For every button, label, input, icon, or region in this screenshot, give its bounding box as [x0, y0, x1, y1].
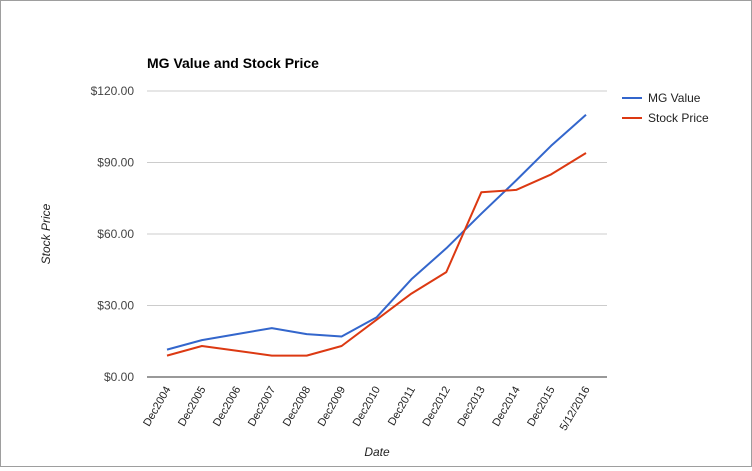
chart-title: MG Value and Stock Price	[147, 55, 319, 71]
y-tick-label: $120.00	[91, 84, 135, 98]
y-axis-title: Stock Price	[39, 203, 53, 264]
gridlines	[147, 90, 607, 306]
x-tick-label: Dec2015	[525, 385, 557, 429]
x-tick-label: 5/12/2016	[558, 385, 593, 433]
x-axis-ticks: Dec2004 Dec2005 Dec2006 Dec2007 Dec2008 Dec20…	[141, 385, 592, 433]
y-tick-label: $0.00	[104, 370, 134, 384]
y-axis-ticks: $0.00 $30.00 $60.00 $90.00 $120.00	[91, 84, 135, 384]
x-axis-title: Date	[364, 445, 390, 459]
x-tick-label: Dec2008	[281, 385, 313, 429]
legend: MG Value Stock Price	[622, 91, 709, 125]
x-tick-label: Dec2012	[421, 385, 453, 429]
x-tick-label: Dec2010	[351, 385, 383, 429]
y-tick-label: $90.00	[97, 156, 134, 170]
series-line	[166, 114, 587, 351]
x-tick-label: Dec2009	[316, 385, 348, 429]
series-line	[166, 152, 587, 357]
x-tick-label: Dec2011	[386, 385, 418, 428]
x-tick-label: Dec2007	[246, 385, 278, 429]
x-tick-label: Dec2004	[141, 385, 173, 429]
x-tick-label: Dec2013	[455, 385, 487, 429]
y-tick-label: $60.00	[97, 227, 134, 241]
x-tick-label: Dec2005	[176, 385, 208, 429]
legend-label: Stock Price	[648, 111, 709, 125]
legend-label: MG Value	[648, 91, 701, 105]
x-tick-label: Dec2014	[490, 385, 522, 429]
series-lines	[166, 114, 587, 357]
y-tick-label: $30.00	[97, 299, 134, 313]
x-tick-label: Dec2006	[211, 385, 243, 429]
